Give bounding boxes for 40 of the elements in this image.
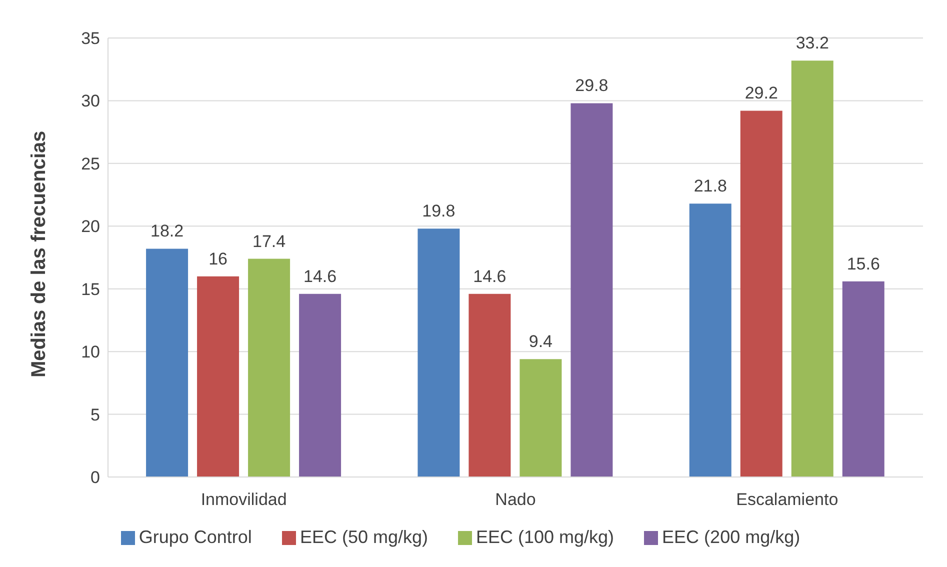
legend-label: EEC (200 mg/kg) (662, 527, 800, 547)
bar (740, 110, 782, 477)
bar (791, 60, 834, 477)
bar (520, 359, 562, 477)
bar (689, 204, 732, 477)
data-label: 14.6 (473, 266, 506, 286)
legend-label: EEC (50 mg/kg) (300, 527, 428, 547)
bar (197, 276, 240, 477)
bar (842, 281, 884, 477)
bar (570, 103, 613, 477)
data-label: 29.2 (744, 84, 778, 103)
data-label: 14.6 (303, 266, 337, 286)
y-tick-label: 0 (90, 468, 100, 488)
data-label: 16 (208, 249, 228, 268)
data-label: 19.8 (422, 202, 456, 221)
data-label: 29.8 (575, 76, 608, 96)
bar (468, 294, 511, 477)
y-tick-label: 5 (90, 405, 100, 424)
x-tick-label: Escalamiento (736, 490, 838, 510)
data-label: 18.2 (150, 222, 184, 241)
y-tick-label: 30 (81, 92, 100, 111)
data-label: 33.2 (796, 34, 829, 53)
legend-label: Grupo Control (138, 527, 252, 547)
y-tick-label: 15 (81, 280, 100, 299)
legend-label: EEC (100 mg/kg) (476, 527, 614, 547)
y-tick-label: 25 (81, 154, 100, 174)
y-tick-label: 20 (81, 217, 100, 236)
y-axis-title: Medias de las frecuencias (28, 130, 50, 378)
data-label: 15.6 (846, 254, 880, 274)
bar (248, 258, 290, 477)
bar (299, 294, 342, 477)
bar (146, 248, 188, 477)
x-tick-label: Inmovilidad (200, 490, 287, 510)
data-label: 21.8 (694, 176, 727, 196)
data-label: 9.4 (528, 332, 553, 352)
y-tick-label: 35 (81, 29, 100, 48)
y-tick-label: 10 (81, 342, 100, 362)
bar (418, 228, 460, 477)
x-tick-label: Nado (495, 490, 536, 510)
data-label: 17.4 (252, 232, 286, 251)
